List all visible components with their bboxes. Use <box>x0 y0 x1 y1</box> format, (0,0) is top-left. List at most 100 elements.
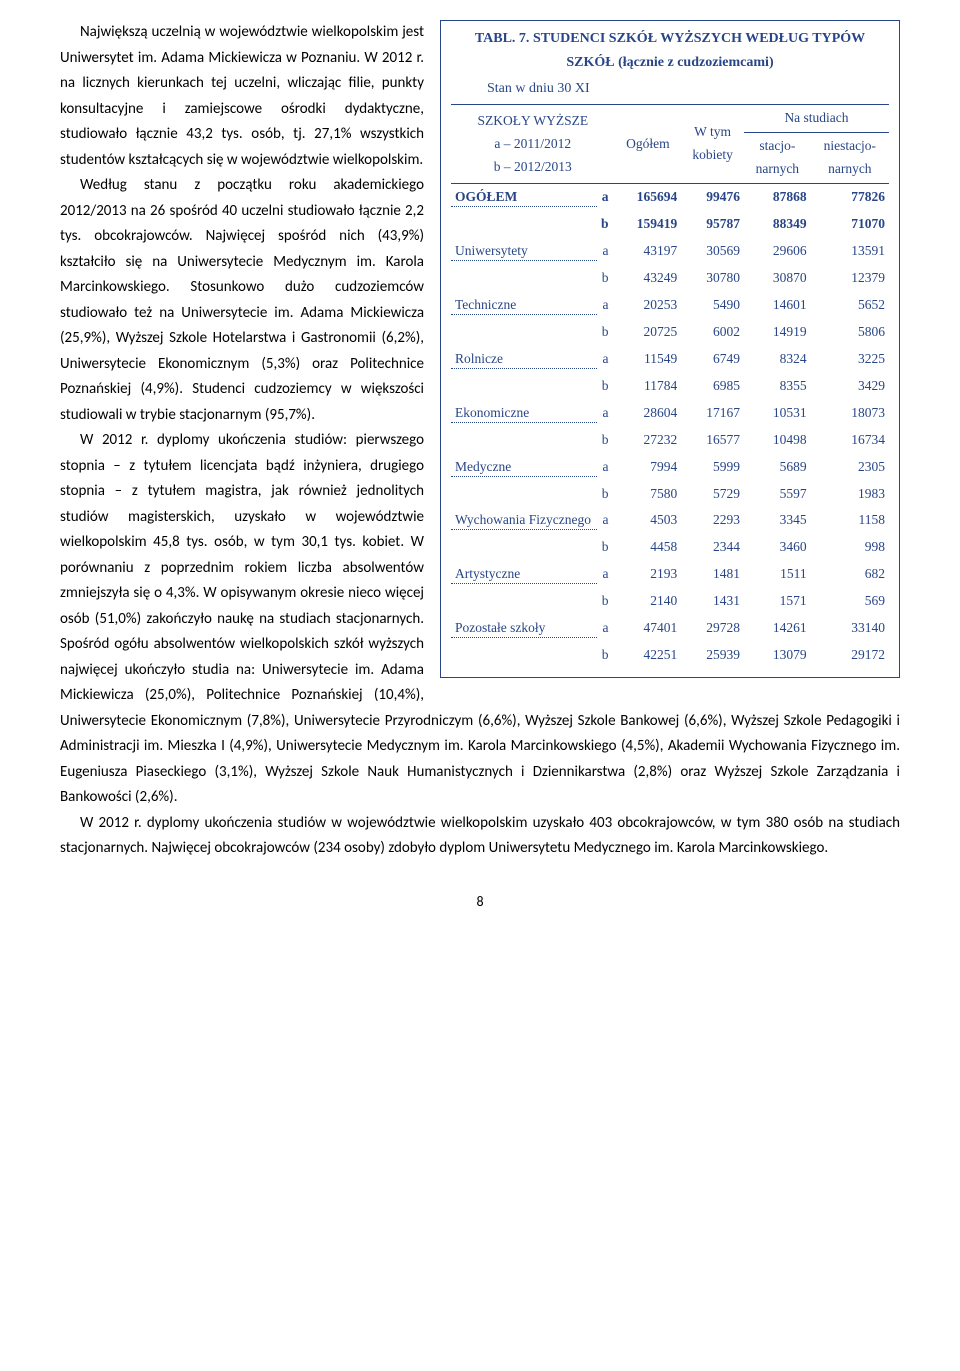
row-marker-a: a <box>597 292 615 319</box>
cell: 5689 <box>744 454 811 481</box>
cell: 3345 <box>744 507 811 534</box>
cell: 42251 <box>615 642 682 669</box>
cell: 5999 <box>681 454 744 481</box>
row-label: Artystyczne <box>451 561 597 588</box>
cell: 6002 <box>681 319 744 346</box>
cell: 14261 <box>744 615 811 642</box>
row-label: Medyczne <box>451 454 597 481</box>
cell: 30780 <box>681 265 744 292</box>
table-7: TABL. 7. STUDENCI SZKÓŁ WYŻSZYCH WEDŁUG … <box>440 20 900 678</box>
th-stationary: stacjo-narnych <box>744 133 811 184</box>
cell: 12379 <box>811 265 889 292</box>
cell: 29172 <box>811 642 889 669</box>
row-marker-b: b <box>597 319 615 346</box>
cell: 1431 <box>681 588 744 615</box>
cell: 3429 <box>811 373 889 400</box>
cell: 2193 <box>615 561 682 588</box>
cell: 20253 <box>615 292 682 319</box>
cell: 28604 <box>615 400 682 427</box>
data-table: SZKOŁY WYŻSZE a – 2011/2012 b – 2012/201… <box>451 104 889 669</box>
row-marker-a: a <box>597 400 615 427</box>
row-marker-b: b <box>597 265 615 292</box>
row-marker-a: a <box>597 561 615 588</box>
row-label: Uniwersytety <box>451 238 597 265</box>
cell: 1511 <box>744 561 811 588</box>
cell: 77826 <box>811 184 889 211</box>
cell: 4503 <box>615 507 682 534</box>
cell: 159419 <box>615 211 682 238</box>
cell: 14601 <box>744 292 811 319</box>
table-title-text: STUDENCI SZKÓŁ WYŻSZYCH WEDŁUG TYPÓW SZK… <box>533 31 865 70</box>
row-marker-b: b <box>597 534 615 561</box>
cell: 1158 <box>811 507 889 534</box>
row-marker-a: a <box>597 507 615 534</box>
cell: 5490 <box>681 292 744 319</box>
cell: 7994 <box>615 454 682 481</box>
cell: 5729 <box>681 481 744 508</box>
cell: 1571 <box>744 588 811 615</box>
cell: 3460 <box>744 534 811 561</box>
cell: 71070 <box>811 211 889 238</box>
cell: 20725 <box>615 319 682 346</box>
th-women: W tymkobiety <box>681 105 744 184</box>
cell: 88349 <box>744 211 811 238</box>
row-marker-b: b <box>597 211 615 238</box>
cell: 8324 <box>744 346 811 373</box>
cell: 8355 <box>744 373 811 400</box>
cell: 165694 <box>615 184 682 211</box>
cell: 14919 <box>744 319 811 346</box>
cell: 10531 <box>744 400 811 427</box>
cell: 11549 <box>615 346 682 373</box>
th-nonstationary: niestacjo-narnych <box>811 133 889 184</box>
row-marker-b: b <box>597 642 615 669</box>
cell: 5652 <box>811 292 889 319</box>
cell: 2293 <box>681 507 744 534</box>
cell: 99476 <box>681 184 744 211</box>
cell: 1481 <box>681 561 744 588</box>
cell: 30569 <box>681 238 744 265</box>
table-subtitle: Stan w dniu 30 XI <box>451 77 889 101</box>
cell: 998 <box>811 534 889 561</box>
cell: 43197 <box>615 238 682 265</box>
cell: 5597 <box>744 481 811 508</box>
row-marker-a: a <box>597 184 615 211</box>
paragraph-4: W 2012 r. dyplomy ukończenia studiów w w… <box>60 811 900 862</box>
row-marker-a: a <box>597 454 615 481</box>
cell: 2344 <box>681 534 744 561</box>
row-marker-b: b <box>597 373 615 400</box>
row-label: Rolnicze <box>451 346 597 373</box>
cell: 25939 <box>681 642 744 669</box>
th-studies: Na studiach <box>744 105 889 133</box>
cell: 17167 <box>681 400 744 427</box>
cell: 13079 <box>744 642 811 669</box>
row-marker-b: b <box>597 588 615 615</box>
row-label: Ekonomiczne <box>451 400 597 427</box>
row-marker-a: a <box>597 346 615 373</box>
th-total: Ogółem <box>615 105 682 184</box>
cell: 11784 <box>615 373 682 400</box>
cell: 2140 <box>615 588 682 615</box>
row-label: Techniczne <box>451 292 597 319</box>
cell: 27232 <box>615 427 682 454</box>
row-marker-a: a <box>597 238 615 265</box>
cell: 13591 <box>811 238 889 265</box>
cell: 6985 <box>681 373 744 400</box>
cell: 29728 <box>681 615 744 642</box>
row-marker-a: a <box>597 615 615 642</box>
cell: 87868 <box>744 184 811 211</box>
row-marker-b: b <box>597 427 615 454</box>
table-label: TABL. 7. <box>475 31 530 46</box>
table-title: TABL. 7. STUDENCI SZKÓŁ WYŻSZYCH WEDŁUG … <box>451 27 889 75</box>
th-schools: SZKOŁY WYŻSZE a – 2011/2012 b – 2012/201… <box>451 105 615 184</box>
cell: 569 <box>811 588 889 615</box>
cell: 43249 <box>615 265 682 292</box>
cell: 16577 <box>681 427 744 454</box>
cell: 18073 <box>811 400 889 427</box>
cell: 7580 <box>615 481 682 508</box>
cell: 10498 <box>744 427 811 454</box>
row-label: Pozostałe szkoły <box>451 615 597 642</box>
row-label: OGÓŁEM <box>451 184 597 211</box>
cell: 1983 <box>811 481 889 508</box>
cell: 47401 <box>615 615 682 642</box>
cell: 2305 <box>811 454 889 481</box>
